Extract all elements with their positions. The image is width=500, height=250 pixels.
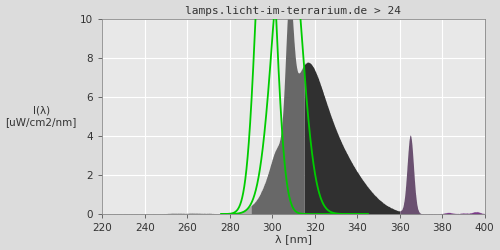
Y-axis label: I(λ)
[uW/cm2/nm]: I(λ) [uW/cm2/nm]: [6, 106, 77, 127]
X-axis label: λ [nm]: λ [nm]: [275, 234, 312, 244]
Title: lamps.licht-im-terrarium.de > 24: lamps.licht-im-terrarium.de > 24: [186, 6, 402, 16]
